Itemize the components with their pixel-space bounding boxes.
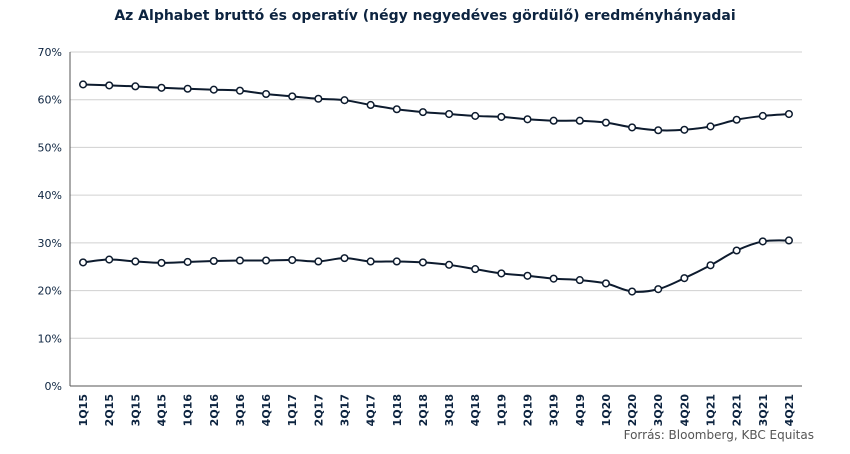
x-tick-label: 3Q18 — [443, 394, 456, 426]
x-tick-label: 4Q17 — [365, 394, 378, 426]
x-tick-label: 4Q16 — [260, 394, 273, 427]
data-point-series-2 — [209, 256, 218, 266]
data-point-series-2 — [471, 265, 480, 274]
x-tick-label: 3Q19 — [548, 394, 561, 426]
data-point-series-1 — [235, 86, 244, 95]
data-point-series-2 — [601, 279, 610, 288]
data-point-series-2 — [497, 269, 506, 278]
data-point-series-1 — [575, 116, 584, 125]
x-tick-label: 1Q15 — [77, 394, 90, 426]
data-point-series-2 — [79, 258, 88, 267]
x-tick-label: 2Q15 — [103, 394, 116, 426]
x-tick-label: 2Q17 — [312, 394, 325, 426]
data-point-series-1 — [157, 83, 166, 92]
x-tick-label: 1Q17 — [286, 394, 299, 426]
y-tick-label: 0% — [45, 380, 62, 393]
data-point-series-2 — [680, 274, 689, 283]
data-point-series-1 — [706, 122, 715, 131]
data-point-series-2 — [575, 276, 584, 285]
x-tick-label: 2Q21 — [731, 394, 744, 426]
x-tick-label: 4Q20 — [678, 394, 691, 427]
data-point-series-2 — [235, 256, 244, 265]
data-point-series-1 — [549, 116, 558, 125]
data-point-series-1 — [471, 111, 480, 120]
y-tick-label: 40% — [38, 189, 62, 202]
x-tick-label: 4Q15 — [156, 394, 169, 426]
data-point-series-1 — [680, 125, 689, 134]
data-point-series-2 — [131, 257, 140, 266]
x-tick-label: 4Q21 — [783, 394, 796, 426]
data-point-series-1 — [183, 84, 192, 93]
data-point-series-2 — [654, 285, 663, 294]
y-tick-label: 20% — [38, 285, 62, 298]
chart-title: Az Alphabet bruttó és operatív (négy neg… — [114, 8, 736, 24]
y-tick-label: 70% — [38, 46, 62, 59]
data-point-series-1 — [131, 82, 140, 91]
data-point-series-1 — [262, 89, 271, 99]
series-line-2 — [82, 239, 789, 293]
x-tick-label: 2Q16 — [208, 394, 221, 427]
data-point-series-1 — [758, 111, 767, 120]
x-tick-label: 3Q20 — [652, 394, 665, 427]
data-point-series-1 — [105, 81, 114, 90]
series-line-1 — [83, 83, 790, 132]
x-tick-label: 3Q16 — [234, 394, 247, 427]
data-point-series-2 — [628, 287, 637, 296]
x-tick-label: 1Q16 — [182, 394, 195, 427]
data-point-series-1 — [497, 112, 506, 121]
x-tick-label: 1Q21 — [705, 394, 718, 426]
x-tick-label: 4Q18 — [469, 394, 482, 426]
data-point-series-1 — [784, 109, 793, 119]
x-tick-label: 2Q20 — [626, 394, 639, 427]
data-point-series-1 — [288, 92, 297, 101]
x-tick-label: 1Q19 — [495, 394, 508, 426]
data-point-series-2 — [523, 271, 532, 280]
data-point-series-1 — [366, 100, 375, 110]
data-point-series-2 — [549, 274, 558, 283]
x-tick-label: 3Q15 — [129, 394, 142, 426]
data-point-series-2 — [157, 258, 166, 267]
source-note: Forrás: Bloomberg, KBC Equitas — [623, 428, 814, 442]
data-point-series-2 — [288, 255, 297, 265]
data-point-series-2 — [366, 257, 375, 266]
data-point-series-1 — [628, 123, 637, 132]
x-tick-label: 2Q18 — [417, 394, 430, 426]
data-point-series-1 — [445, 109, 454, 119]
x-tick-label: 1Q20 — [600, 394, 613, 427]
data-point-series-2 — [732, 246, 741, 255]
data-point-series-1 — [601, 118, 610, 127]
data-point-series-1 — [523, 115, 532, 124]
data-point-series-2 — [183, 257, 192, 266]
x-tick-label: 3Q17 — [339, 394, 352, 426]
data-point-series-2 — [262, 256, 271, 265]
data-point-series-2 — [784, 236, 793, 245]
data-point-series-2 — [418, 258, 427, 267]
y-tick-label: 30% — [38, 237, 62, 250]
data-point-series-1 — [340, 96, 349, 105]
data-point-series-2 — [340, 254, 349, 263]
x-tick-label: 2Q19 — [522, 394, 535, 426]
data-point-series-1 — [732, 115, 741, 124]
data-point-series-2 — [314, 257, 323, 266]
data-point-series-2 — [758, 237, 767, 246]
y-tick-label: 10% — [38, 332, 62, 345]
y-tick-label: 50% — [38, 141, 62, 154]
data-point-series-1 — [314, 94, 323, 103]
data-point-series-2 — [706, 261, 715, 270]
data-point-series-1 — [418, 108, 427, 117]
data-point-series-1 — [209, 85, 218, 94]
data-point-series-1 — [392, 105, 401, 114]
data-point-series-1 — [654, 126, 663, 135]
x-tick-label: 3Q21 — [757, 394, 770, 426]
data-point-series-2 — [445, 260, 454, 269]
x-tick-label: 1Q18 — [391, 394, 404, 426]
data-point-series-2 — [392, 257, 401, 266]
data-point-series-2 — [105, 255, 114, 264]
x-tick-label: 4Q19 — [574, 394, 587, 426]
data-point-series-1 — [79, 80, 88, 89]
y-tick-label: 60% — [38, 94, 62, 107]
